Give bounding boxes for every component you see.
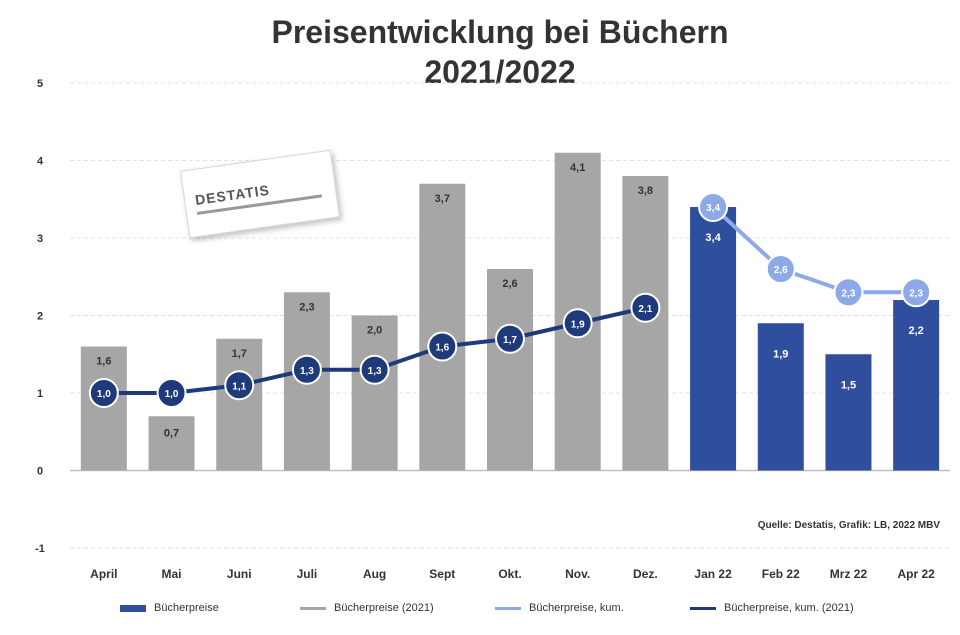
- line-data-label: 3,4: [706, 203, 720, 214]
- y-tick-label: 1: [37, 388, 43, 400]
- bar: [419, 183, 466, 471]
- x-tick-label: Mai: [162, 567, 182, 581]
- x-tick-label: Sept: [429, 567, 455, 581]
- y-tick-label: 0: [37, 466, 43, 478]
- bar: [487, 269, 533, 471]
- line-data-label: 1,7: [503, 335, 517, 346]
- series-line: [711, 205, 917, 295]
- line-data-label: 1,1: [232, 381, 246, 392]
- legend-swatch-1: [120, 604, 146, 612]
- source-note: Quelle: Destatis, Grafik: LB, 2022 MBV: [757, 520, 940, 531]
- bar-data-label: 3,8: [638, 185, 653, 197]
- bar: [622, 176, 669, 471]
- bar-data-label: 1,5: [841, 379, 856, 391]
- bar: [351, 315, 398, 471]
- line-point: [291, 354, 322, 385]
- line-point: [562, 308, 593, 339]
- bar-data-label: 4,1: [570, 162, 585, 174]
- line-point: [359, 354, 390, 385]
- x-tick-label: Dez.: [633, 567, 658, 581]
- y-tick-label: 5: [37, 78, 43, 90]
- line-data-label: 1,3: [368, 366, 382, 377]
- legend-item-3: Bücherpreise, kum.: [495, 598, 624, 618]
- bar-data-label: 2,2: [909, 325, 924, 337]
- bar-data-label: 1,7: [232, 348, 247, 360]
- x-tick-label: Aug: [363, 567, 386, 581]
- line-data-label: 1,0: [97, 389, 111, 400]
- legend-label-4: Bücherpreise, kum. (2021): [724, 602, 854, 614]
- bar-data-label: 2,6: [502, 278, 517, 290]
- line-point: [630, 292, 661, 323]
- line-point: [427, 331, 458, 362]
- legend-item-2: Bücherpreise (2021): [300, 598, 434, 618]
- bar-data-label: 3,7: [435, 193, 450, 205]
- legend: Bücherpreise Bücherpreise (2021) Bücherp…: [0, 598, 960, 618]
- legend-swatch-3: [495, 606, 521, 610]
- x-tick-label: Feb 22: [762, 567, 800, 581]
- bar: [80, 346, 127, 471]
- line-point: [156, 378, 187, 408]
- bar-data-label: 3,4: [705, 232, 721, 244]
- x-tick-label: Apr 22: [897, 567, 935, 581]
- x-tick-label: Juli: [297, 567, 318, 581]
- legend-label-1: Bücherpreise: [154, 602, 219, 614]
- line-point: [88, 378, 119, 408]
- line-data-label: 2,3: [842, 288, 856, 299]
- x-tick-label: Okt.: [498, 567, 521, 581]
- y-tick-label: 3: [37, 233, 43, 245]
- bar: [757, 323, 804, 471]
- legend-swatch-2: [300, 606, 326, 610]
- legend-item-4: Bücherpreise, kum. (2021): [690, 598, 854, 618]
- line-data-label: 1,9: [571, 319, 585, 330]
- title-line-2: 2021/2022: [424, 54, 576, 90]
- x-tick-label: Mrz 22: [830, 567, 868, 581]
- chart-title: Preisentwicklung bei Büchern 2021/2022: [0, 12, 960, 92]
- line-point: [901, 277, 932, 308]
- legend-label-2: Bücherpreise (2021): [334, 602, 434, 614]
- bar-data-label: 0,7: [164, 427, 179, 439]
- bar-data-label: 2,0: [367, 325, 382, 337]
- line-point: [495, 323, 525, 354]
- legend-item-1: Bücherpreise: [120, 598, 219, 618]
- line-data-label: 2,6: [774, 265, 788, 276]
- line-data-label: 1,6: [435, 343, 449, 354]
- line-data-label: 2,1: [638, 304, 652, 315]
- x-tick-label: Jan 22: [694, 567, 732, 581]
- x-tick-label: Juni: [227, 567, 252, 581]
- title-line-1: Preisentwicklung bei Büchern: [271, 14, 729, 50]
- bar: [825, 354, 872, 471]
- y-tick-label: -1: [35, 543, 45, 555]
- bar-data-label: 1,9: [773, 348, 788, 360]
- line-point: [224, 370, 255, 401]
- line-data-label: 1,3: [300, 366, 314, 377]
- x-tick-label: Nov.: [565, 567, 590, 581]
- bar: [690, 207, 737, 471]
- y-tick-label: 2: [37, 311, 43, 323]
- x-tick-label: April: [90, 567, 117, 581]
- line-point: [765, 254, 796, 284]
- bar: [216, 338, 263, 471]
- bar-data-label: 2,3: [299, 301, 314, 313]
- legend-label-3: Bücherpreise, kum.: [529, 602, 624, 614]
- bar-data-label: 1,6: [96, 356, 111, 368]
- bar: [893, 300, 940, 471]
- line-point: [833, 277, 864, 308]
- legend-swatch-4: [690, 606, 716, 610]
- line-data-label: 2,3: [909, 288, 923, 299]
- y-tick-label: 4: [37, 156, 44, 168]
- bar: [148, 416, 195, 471]
- line-point: [698, 192, 729, 222]
- line-data-label: 1,0: [165, 389, 179, 400]
